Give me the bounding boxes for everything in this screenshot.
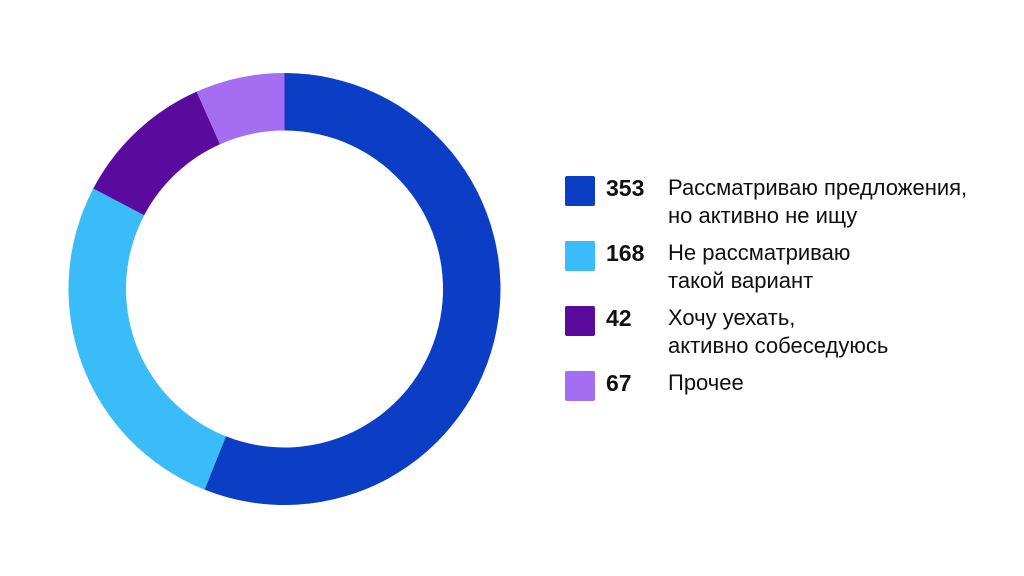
legend-swatch [565,306,595,336]
donut-slice-42 [93,91,221,216]
donut-slice-168 [68,188,226,490]
legend-label-line: Прочее [668,370,744,395]
legend-item-353: 353 Рассматриваю предложения, но активно н… [565,174,967,230]
legend-label: Прочее [668,369,744,397]
donut-slice-353 [204,73,501,505]
legend-value: 67 [606,370,632,396]
legend-item-168: 168 Не рассматриваю такой вариант [565,239,850,295]
legend-swatch [565,241,595,271]
legend-label-line: Хочу уехать, [668,305,796,330]
legend-label-line: Не рассматриваю [668,240,851,265]
legend-label: Не рассматриваю такой вариант [668,239,850,295]
legend-value: 168 [606,240,645,266]
legend-label: Рассматриваю предложения, но активно не и… [668,174,967,230]
legend-label-line: такой вариант [668,268,814,293]
legend-label-line: активно собеседуюсь [668,333,889,358]
legend-swatch [565,371,595,401]
legend-value: 353 [606,175,645,201]
legend-item-67: 67 Прочее [565,369,744,401]
legend-label: Хочу уехать, активно собеседуюсь [668,304,888,360]
legend-label-line: но активно не ищу [668,203,858,228]
legend-item-42: 42 Хочу уехать, активно собеседуюсь [565,304,888,360]
donut-slice-67 [196,73,285,145]
legend-label-line: Рассматриваю предложения, [668,175,968,200]
legend-swatch [565,176,595,206]
legend-value: 42 [606,305,632,331]
